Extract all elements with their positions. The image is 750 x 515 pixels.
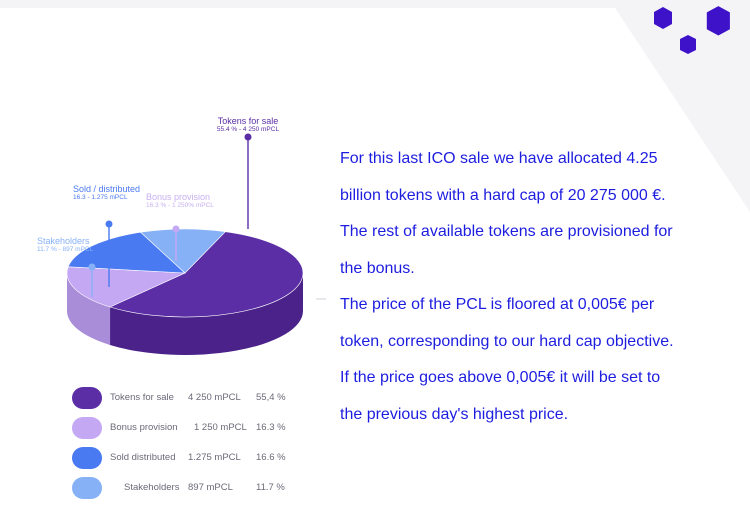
legend-name: Bonus provision	[110, 422, 178, 433]
pie-side-tokens-for-sale	[110, 273, 303, 355]
callout-tokens-for-sale: Tokens for sale 55.4 % - 4 250 mPCL	[216, 116, 280, 133]
legend-row-tokens-for-sale: Tokens for sale 4 250 mPCL 55,4 %	[62, 383, 318, 413]
description-line: The rest of available tokens are provisi…	[340, 223, 673, 240]
legend-percent: 55,4 %	[256, 392, 286, 403]
pie-slice-bonus-provision	[66, 266, 186, 308]
legend-row-stakeholders: Stakeholders 897 mPCL 11.7 %	[62, 473, 318, 503]
logo-hexagon-icon	[654, 6, 730, 54]
legend-percent: 11.7 %	[256, 482, 285, 493]
chart-legend: Tokens for sale 4 250 mPCL 55,4 % Bonus …	[62, 383, 318, 503]
leader-dot	[244, 133, 252, 141]
description-line: token, corresponding to our hard cap obj…	[340, 332, 674, 350]
legend-swatch	[72, 447, 102, 469]
pie-depth	[67, 273, 303, 355]
pie-top	[66, 228, 304, 318]
token-allocation-pie	[66, 133, 326, 355]
callout-bonus-provision: Bonus provision 16.3 % - 1 250% mPCL	[146, 192, 214, 209]
leader-dot	[88, 263, 96, 271]
legend-amount: 1.275 mPCL	[188, 452, 241, 463]
callout-stakeholders: Stakeholders 11.7 % - 897 mPCL	[37, 236, 94, 253]
legend-amount: 897 mPCL	[188, 482, 233, 493]
leader-dot	[105, 220, 113, 228]
description-line: billion tokens with a hard cap of 20 275…	[340, 186, 666, 204]
legend-percent: 16.6 %	[256, 452, 286, 463]
leader-dot	[172, 225, 180, 233]
description-line: the bonus.	[340, 259, 415, 277]
legend-amount: 4 250 mPCL	[188, 392, 241, 403]
pie-slice-stakeholders	[139, 228, 226, 274]
pie-slice-sold-distributed	[67, 231, 186, 274]
legend-amount: 1 250 mPCL	[194, 422, 247, 433]
legend-percent: 16.3 %	[256, 422, 286, 433]
description-line: The price of the PCL is floored at 0,005…	[340, 296, 655, 313]
allocation-description: For this last ICO sale we have allocated…	[340, 141, 740, 433]
pie-side-bonus-provision	[67, 273, 111, 345]
legend-row-bonus-provision: Bonus provision 1 250 mPCL 16.3 %	[62, 413, 318, 443]
legend-name: Tokens for sale	[110, 392, 174, 403]
description-line: the previous day's highest price.	[340, 405, 569, 423]
legend-swatch	[72, 387, 102, 409]
legend-row-sold-distributed: Sold distributed 1.275 mPCL 16.6 %	[62, 443, 318, 473]
legend-name: Stakeholders	[124, 482, 180, 493]
legend-swatch	[72, 477, 102, 499]
legend-name: Sold distributed	[110, 452, 176, 463]
pie-leaders	[88, 133, 252, 297]
description-line: For this last ICO sale we have allocated…	[340, 150, 658, 167]
legend-swatch	[72, 417, 102, 439]
callout-sold-distributed: Sold / distributed 16.3 - 1.275 mPCL	[73, 184, 141, 201]
pie-slice-tokens-for-sale	[109, 231, 304, 318]
description-line: If the price goes above 0,005€ it will b…	[340, 369, 661, 386]
